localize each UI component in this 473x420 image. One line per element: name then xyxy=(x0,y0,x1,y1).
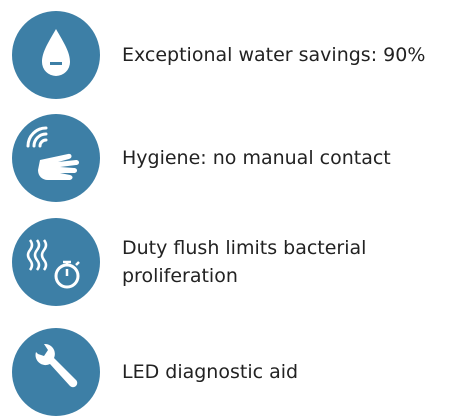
feature-item: Hygiene: no manual contact xyxy=(0,110,473,206)
feature-text: Duty flush limits bacterial proliferatio… xyxy=(122,237,367,287)
water-drop-icon xyxy=(12,11,100,99)
wrench-icon xyxy=(12,328,100,416)
feature-text: Hygiene: no manual contact xyxy=(122,147,391,169)
flush-timer-icon xyxy=(12,218,100,306)
feature-text: LED diagnostic aid xyxy=(122,361,299,383)
feature-item: Duty flush limits bacterial proliferatio… xyxy=(0,214,473,310)
feature-item: Exceptional water savings: 90% xyxy=(0,7,473,103)
hand-sensor-icon xyxy=(12,114,100,202)
feature-text: Exceptional water savings: 90% xyxy=(122,44,426,66)
feature-item: LED diagnostic aid xyxy=(0,324,473,420)
